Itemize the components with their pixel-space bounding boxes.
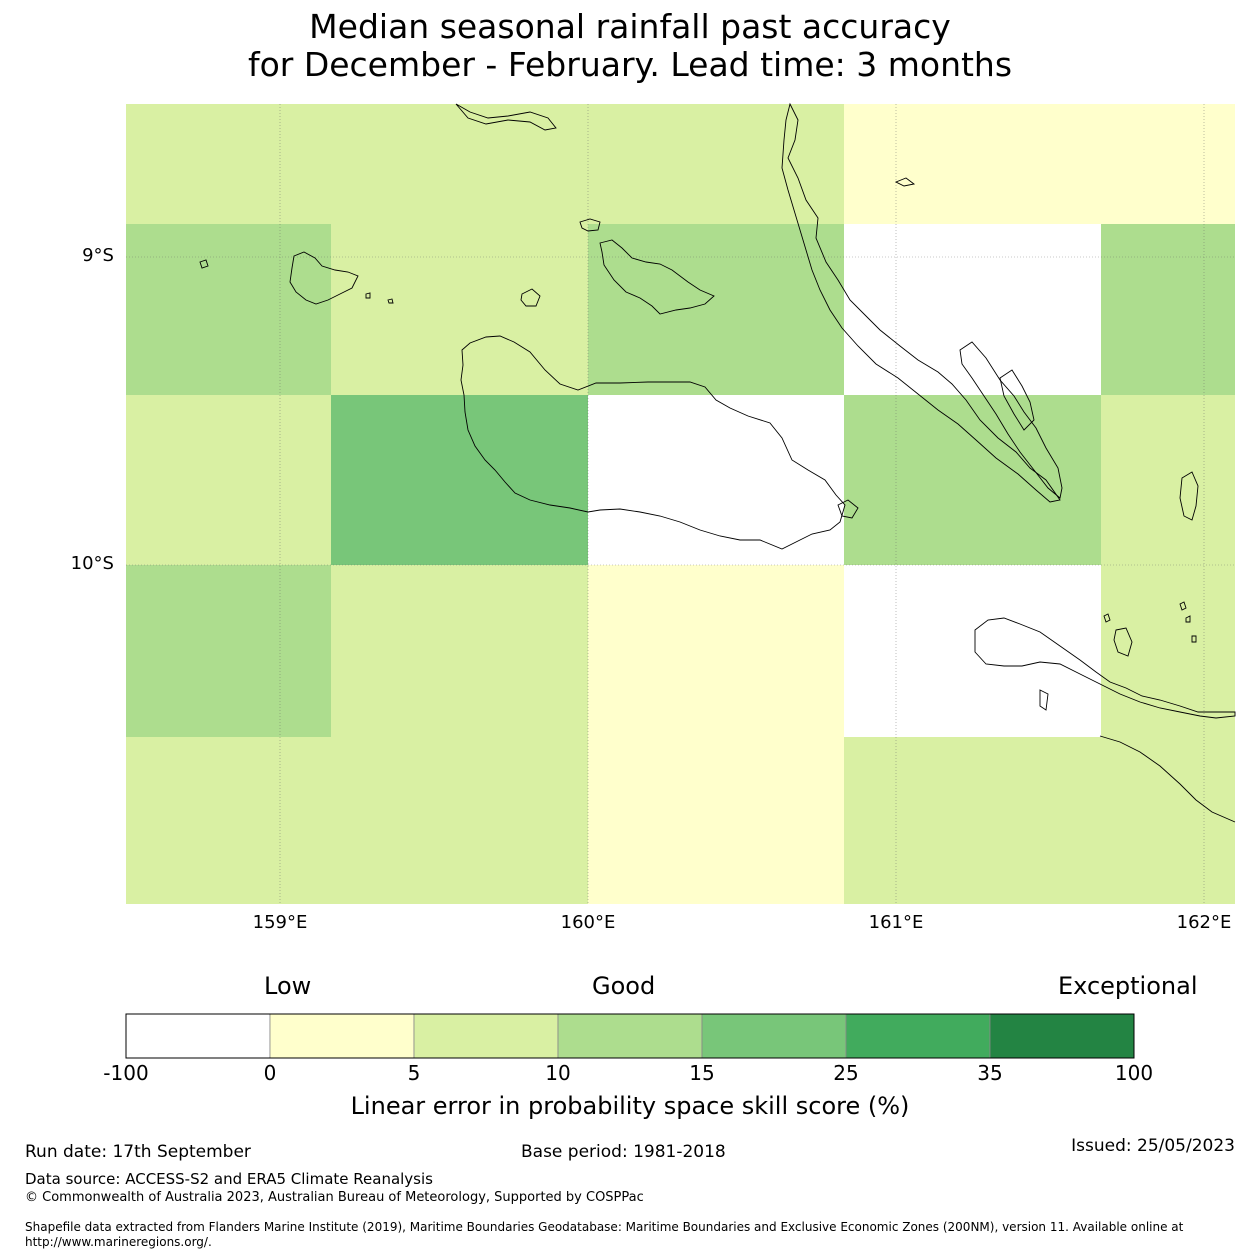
grid-cell (588, 565, 844, 737)
colorbar-tick-label: -100 (103, 1061, 149, 1085)
grid-cell (844, 737, 1101, 904)
grid-cell (844, 104, 1101, 224)
grid-cell (1101, 104, 1235, 224)
grid-cell (126, 565, 331, 737)
malaita-coastline (959, 341, 1063, 499)
nggela-coastline (599, 239, 715, 315)
lat-label-10s: 10°S (70, 553, 114, 574)
grid-cell (1101, 565, 1235, 737)
grid-cell (588, 104, 844, 224)
colorbar-swatch (413, 1013, 559, 1059)
colorbar-swatches (125, 1013, 1135, 1059)
colorbar-label: Linear error in probability space skill … (350, 1092, 910, 1120)
colorbar-swatch (845, 1013, 991, 1059)
grid-cell (331, 104, 588, 224)
grid-cell (126, 395, 331, 565)
grid-cell (1101, 395, 1235, 565)
grid-cell (331, 224, 588, 395)
grid-cell (331, 737, 588, 904)
colorbar-category-exceptional: Exceptional (1058, 972, 1198, 1000)
lon-label-161e: 161°E (868, 912, 924, 933)
shapefile-credit: Shapefile data extracted from Flanders M… (25, 1220, 1184, 1249)
chart-title-line-2: for December - February. Lead time: 3 mo… (247, 45, 1013, 84)
grid-cell (126, 104, 331, 224)
grid-cell (331, 395, 588, 565)
colorbar-swatch (269, 1013, 415, 1059)
grid-cell (331, 565, 588, 737)
grid-cell (588, 395, 844, 565)
colorbar-tick-label: 10 (545, 1061, 571, 1085)
colorbar-category-low: Low (264, 972, 312, 1000)
grid-cell (126, 224, 331, 395)
grid-cell (588, 224, 844, 395)
russell-coastline (289, 251, 359, 305)
colorbar-swatch (125, 1013, 271, 1059)
issued-date: Issued: 25/05/2023 (1071, 1136, 1235, 1156)
guadalcanal-coastline (460, 335, 846, 550)
run-date: Run date: 17th September (25, 1142, 251, 1162)
grid-cell (844, 224, 1101, 395)
grid-cell (588, 737, 844, 904)
lon-label-162e: 162°E (1176, 912, 1232, 933)
colorbar-swatch (557, 1013, 703, 1059)
graticule (126, 104, 1235, 904)
lon-label-160e: 160°E (560, 912, 616, 933)
coastlines (199, 102, 1236, 823)
colorbar-tick-label: 35 (977, 1061, 1003, 1085)
makira-coastline (974, 617, 1236, 719)
lat-label-9s: 9°S (82, 245, 114, 266)
colorbar-outline (125, 1013, 1135, 1059)
south-coastline (1099, 735, 1236, 823)
colorbar-tick-label: 100 (1114, 1061, 1154, 1085)
colorbar-category-good: Good (592, 972, 656, 1000)
grid-cell (844, 395, 1101, 565)
grid-cell (1101, 224, 1235, 395)
colorbar-tick-label: 0 (263, 1061, 277, 1085)
colorbar-swatch (989, 1013, 1135, 1059)
colorbar-swatch (701, 1013, 847, 1059)
colorbar-tick-label: 5 (407, 1061, 421, 1085)
santa-isabel-coastline (781, 102, 1061, 503)
chart-title-line-1: Median seasonal rainfall past accuracy (309, 7, 951, 46)
map (126, 102, 1236, 904)
colorbar-tick-label: 25 (833, 1061, 859, 1085)
grid-cell (126, 737, 331, 904)
lon-label-159e: 159°E (252, 912, 308, 933)
colorbar-tick-label: 15 (689, 1061, 715, 1085)
base-period: Base period: 1981-2018 (521, 1142, 726, 1162)
data-source: Data source: ACCESS-S2 and ERA5 Climate … (25, 1170, 433, 1188)
grid-cell (844, 565, 1101, 737)
skill-grid (126, 104, 1235, 904)
colorbar (125, 1013, 1135, 1059)
grid-cell (1101, 737, 1235, 904)
copyright: © Commonwealth of Australia 2023, Austra… (25, 1190, 644, 1205)
